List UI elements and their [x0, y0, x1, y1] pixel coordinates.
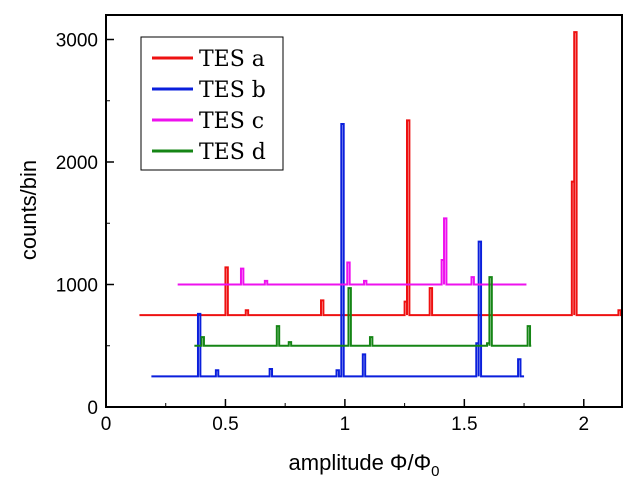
series-line-1: [151, 123, 525, 378]
series-line-2: [177, 217, 527, 286]
x-tick-label: 2: [578, 414, 589, 435]
x-tick-label: 0.5: [212, 414, 238, 435]
legend: TES a TES b TES c TES d: [140, 36, 284, 171]
legend-label-2: TES c: [199, 109, 264, 134]
y-tick-label: 0: [87, 398, 98, 419]
x-axis-title-subscript: 0: [431, 463, 439, 480]
x-axis-title: amplitude Φ/Φ0: [289, 450, 440, 480]
series-line-0: [139, 31, 622, 317]
y-tick-label: 3000: [56, 31, 98, 52]
y-tick-label: 1000: [56, 276, 98, 297]
x-axis-title-math: Φ/Φ: [390, 450, 431, 475]
x-tick-label: 1: [340, 414, 351, 435]
y-tick-label: 2000: [56, 153, 98, 174]
y-axis-title: counts/bin: [16, 160, 41, 260]
series-line-3: [194, 276, 532, 347]
legend-label-3: TES d: [199, 140, 266, 165]
plot-frame: [105, 14, 623, 408]
legend-label-1: TES b: [199, 78, 266, 103]
x-axis: 0 0.5 1 1.5 2: [101, 399, 589, 435]
x-tick-label: 0: [101, 414, 112, 435]
plot-lines: [139, 31, 622, 378]
x-axis-title-word: amplitude: [289, 450, 384, 475]
legend-label-0: TES a: [199, 47, 265, 72]
x-tick-label: 1.5: [451, 414, 477, 435]
y-axis: 0 1000 2000 3000: [56, 31, 114, 419]
